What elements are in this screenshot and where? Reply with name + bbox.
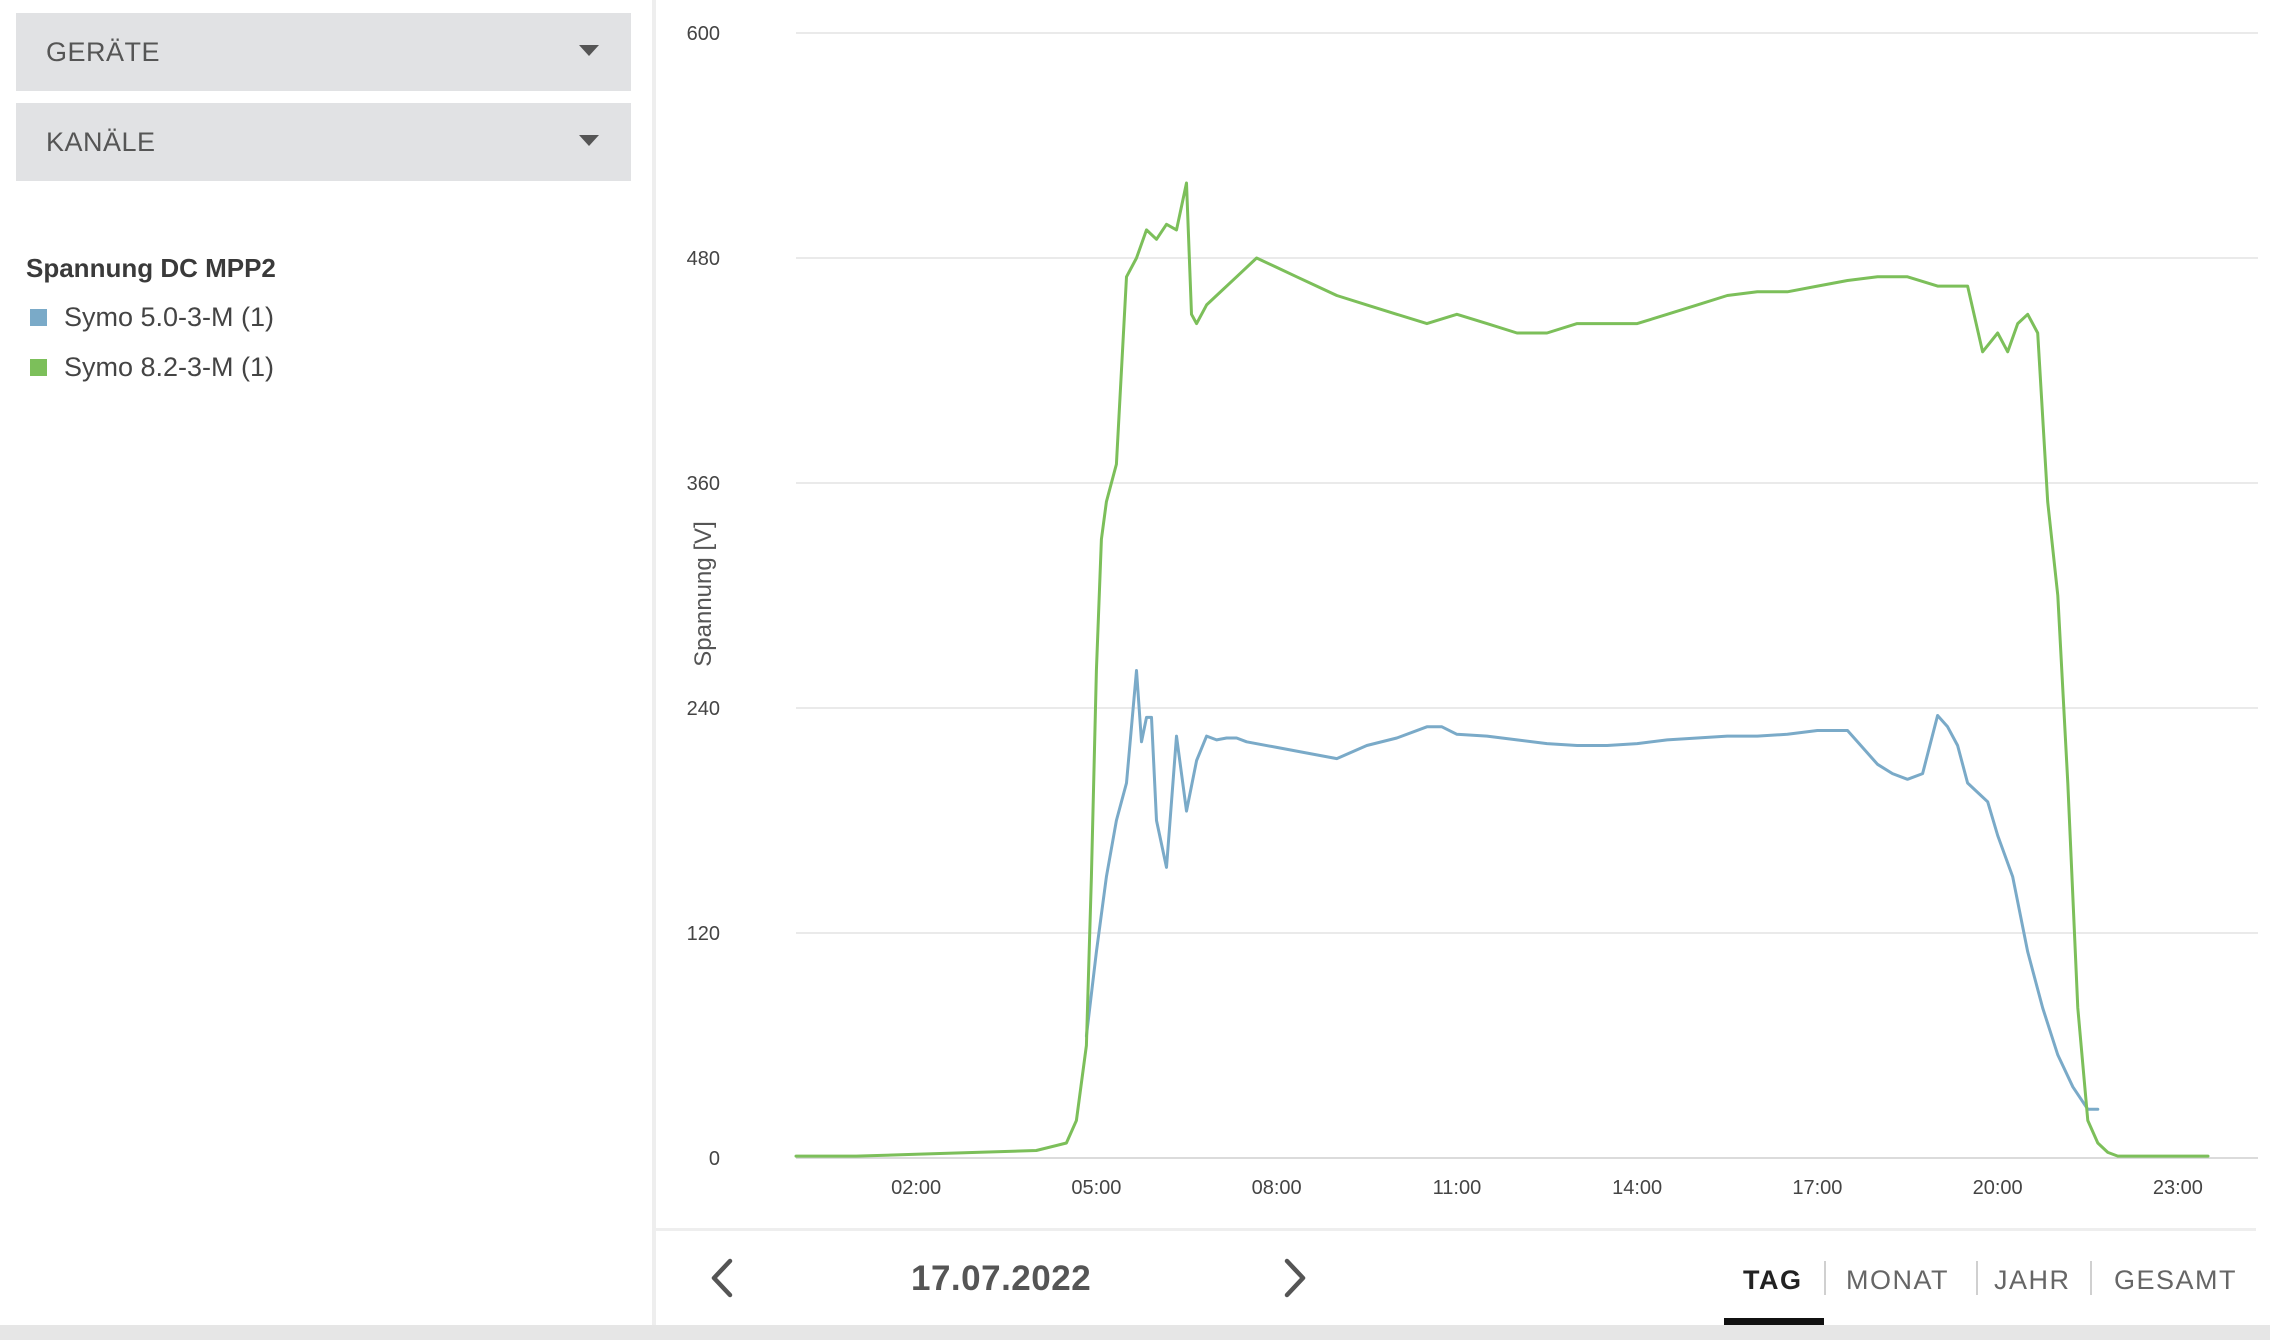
panel-divider xyxy=(652,0,656,1325)
x-tick-label: 17:00 xyxy=(1792,1177,1842,1199)
channels-dropdown-label: KANÄLE xyxy=(46,126,156,157)
x-tick-label: 23:00 xyxy=(2153,1177,2203,1199)
y-tick-label: 240 xyxy=(687,698,720,720)
chevron-left-icon[interactable] xyxy=(698,1253,748,1303)
y-tick-label: 360 xyxy=(687,473,720,495)
tab-monat[interactable]: MONAT xyxy=(1846,1265,1949,1295)
footer-divider xyxy=(656,1228,2256,1231)
series-line-2 xyxy=(794,181,2210,1158)
current-date: 17.07.2022 xyxy=(911,1259,1092,1298)
tab-separator xyxy=(1976,1261,1978,1295)
legend-swatch-icon xyxy=(30,359,47,376)
x-tick-label: 08:00 xyxy=(1252,1177,1302,1199)
legend-item[interactable]: Symo 8.2-3-M (1) xyxy=(30,352,274,383)
bottom-strip xyxy=(0,1325,2270,1340)
chart-series xyxy=(794,181,2210,1158)
caret-down-icon xyxy=(579,135,599,146)
tab-tag[interactable]: TAG xyxy=(1743,1265,1803,1295)
y-tick-label: 120 xyxy=(687,923,720,945)
x-tick-label: 14:00 xyxy=(1612,1177,1662,1199)
channels-dropdown[interactable]: KANÄLE xyxy=(16,103,631,181)
tab-separator xyxy=(2090,1261,2092,1295)
footer-bar: 17.07.2022 TAG MONAT JAHR GESAMT xyxy=(656,1231,2270,1325)
chevron-right-icon[interactable] xyxy=(1269,1253,1319,1303)
devices-dropdown-label: GERÄTE xyxy=(46,36,161,67)
tab-jahr[interactable]: JAHR xyxy=(1994,1265,2071,1295)
voltage-line-chart: 0 120 240 360 480 600 02:00 05:00 08:00 11:00 14:… xyxy=(687,23,2258,1199)
x-tick-label: 05:00 xyxy=(1071,1177,1121,1199)
legend-item-label: Symo 8.2-3-M (1) xyxy=(64,352,275,382)
x-tick-label: 20:00 xyxy=(1973,1177,2023,1199)
series-line-1 xyxy=(1084,669,2100,1111)
devices-dropdown[interactable]: GERÄTE xyxy=(16,13,631,91)
chart-grid xyxy=(796,32,2258,1159)
x-tick-label: 11:00 xyxy=(1433,1177,1482,1199)
sidebar: GERÄTE KANÄLE Spannung DC MPP2 Symo 5.0-… xyxy=(0,0,652,1325)
x-tick-label: 02:00 xyxy=(891,1177,941,1199)
y-tick-label: 480 xyxy=(687,248,720,270)
y-axis-ticks: 0 120 240 360 480 600 xyxy=(687,23,720,1170)
tab-gesamt[interactable]: GESAMT xyxy=(2114,1265,2238,1295)
y-tick-label: 0 xyxy=(709,1148,720,1170)
caret-down-icon xyxy=(579,45,599,56)
x-axis-ticks: 02:00 05:00 08:00 11:00 14:00 17:00 20:00 23:00 xyxy=(891,1177,2203,1199)
y-tick-label: 600 xyxy=(687,23,720,45)
legend-title: Spannung DC MPP2 xyxy=(26,253,276,283)
legend-item[interactable]: Symo 5.0-3-M (1) xyxy=(30,302,274,333)
legend-swatch-icon xyxy=(30,309,47,326)
tab-separator xyxy=(1824,1261,1826,1295)
active-tab-indicator xyxy=(1724,1318,1824,1325)
legend-item-label: Symo 5.0-3-M (1) xyxy=(64,302,275,332)
chart-area: 0 120 240 360 480 600 02:00 05:00 08:00 11:00 14:… xyxy=(656,0,2270,1228)
y-axis-title: Spannung [V] xyxy=(690,521,717,666)
